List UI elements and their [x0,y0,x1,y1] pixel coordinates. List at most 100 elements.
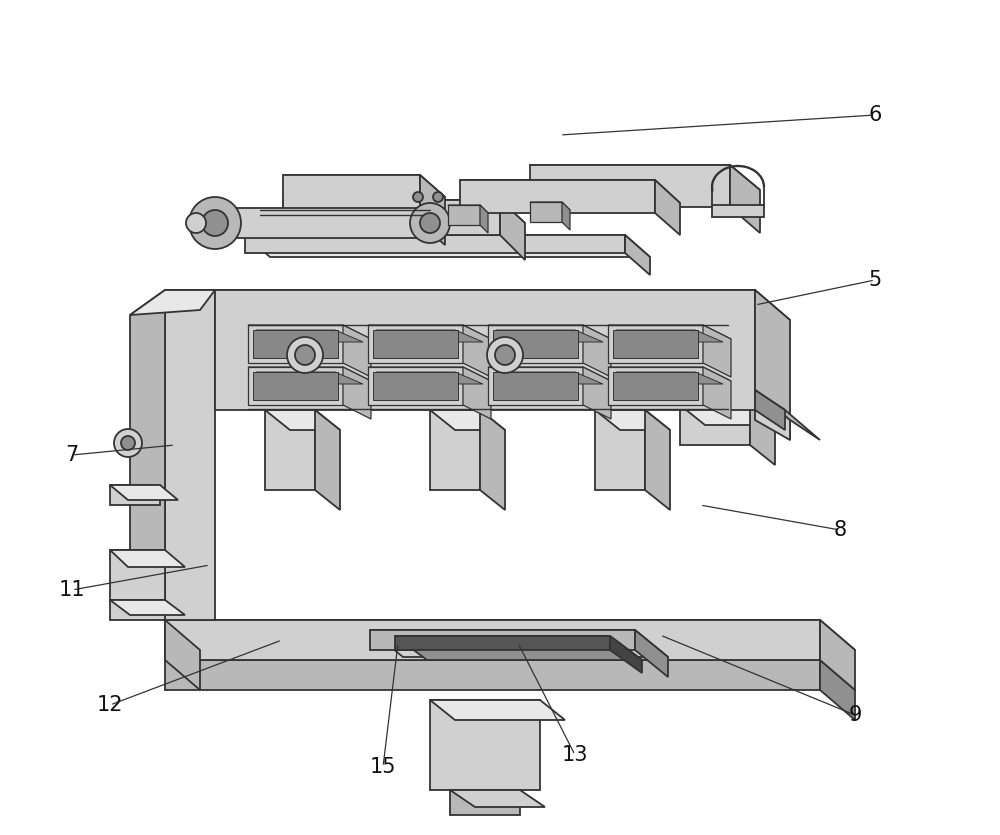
Polygon shape [595,410,670,430]
Polygon shape [755,290,790,440]
Polygon shape [248,325,371,339]
Circle shape [202,210,228,236]
Polygon shape [608,325,731,339]
Polygon shape [248,367,343,405]
Polygon shape [635,630,668,677]
Circle shape [433,192,443,202]
Text: 6: 6 [868,105,882,125]
Polygon shape [376,372,483,384]
Polygon shape [283,175,420,223]
Text: 11: 11 [59,580,85,600]
Polygon shape [248,367,371,381]
Polygon shape [608,367,703,405]
Polygon shape [368,367,491,381]
Text: 7: 7 [65,445,79,465]
Text: 5: 5 [868,270,882,290]
Polygon shape [530,202,562,222]
Circle shape [413,192,423,202]
Polygon shape [130,290,215,315]
Polygon shape [110,600,185,615]
Polygon shape [488,367,583,405]
Polygon shape [616,372,723,384]
Polygon shape [530,165,730,207]
Text: 9: 9 [848,705,862,725]
Polygon shape [583,325,611,377]
Circle shape [495,345,515,365]
Polygon shape [730,165,760,233]
Polygon shape [253,372,338,400]
Polygon shape [750,405,775,465]
Circle shape [287,337,323,373]
Polygon shape [370,630,635,650]
Polygon shape [496,372,603,384]
Polygon shape [450,790,520,815]
Polygon shape [613,372,698,400]
Polygon shape [608,367,731,381]
Polygon shape [110,550,185,567]
Polygon shape [430,700,540,790]
Polygon shape [373,330,458,358]
Polygon shape [755,390,790,440]
Polygon shape [488,325,583,363]
Polygon shape [448,205,480,225]
Polygon shape [493,372,578,400]
Polygon shape [368,367,463,405]
Polygon shape [448,205,488,213]
Polygon shape [488,367,611,381]
Polygon shape [488,325,611,339]
Polygon shape [608,325,703,363]
Polygon shape [496,330,603,342]
Polygon shape [530,202,570,210]
Polygon shape [256,372,363,384]
Polygon shape [215,290,790,320]
Polygon shape [370,630,668,657]
Polygon shape [265,410,315,490]
Polygon shape [110,485,160,505]
Polygon shape [165,290,215,620]
Circle shape [121,436,135,450]
Text: 15: 15 [370,757,396,777]
Polygon shape [703,325,731,377]
Polygon shape [530,165,760,190]
Polygon shape [165,620,855,650]
Text: 8: 8 [833,520,847,540]
Polygon shape [283,200,525,223]
Polygon shape [655,180,680,235]
Polygon shape [245,235,650,257]
Polygon shape [460,180,680,203]
Polygon shape [493,330,578,358]
Polygon shape [480,205,488,233]
Polygon shape [562,202,570,230]
Polygon shape [450,790,545,807]
Circle shape [114,429,142,457]
Circle shape [420,213,440,233]
Polygon shape [110,485,178,500]
Polygon shape [368,325,491,339]
Polygon shape [820,620,855,690]
Polygon shape [820,660,855,720]
Polygon shape [376,330,483,342]
Polygon shape [430,410,480,490]
Polygon shape [283,175,445,197]
Polygon shape [343,325,371,377]
Polygon shape [248,325,343,363]
Circle shape [410,203,450,243]
Circle shape [487,337,523,373]
Polygon shape [755,390,785,430]
Polygon shape [463,367,491,419]
Polygon shape [680,405,750,445]
Polygon shape [420,175,445,245]
Polygon shape [110,600,165,620]
Polygon shape [680,405,775,425]
Polygon shape [165,620,820,660]
Polygon shape [395,636,642,660]
Polygon shape [245,235,625,253]
Polygon shape [283,200,500,235]
Circle shape [295,345,315,365]
Polygon shape [755,390,820,440]
Polygon shape [625,235,650,275]
Polygon shape [253,330,338,358]
Polygon shape [315,410,340,510]
Polygon shape [616,330,723,342]
Circle shape [189,197,241,249]
